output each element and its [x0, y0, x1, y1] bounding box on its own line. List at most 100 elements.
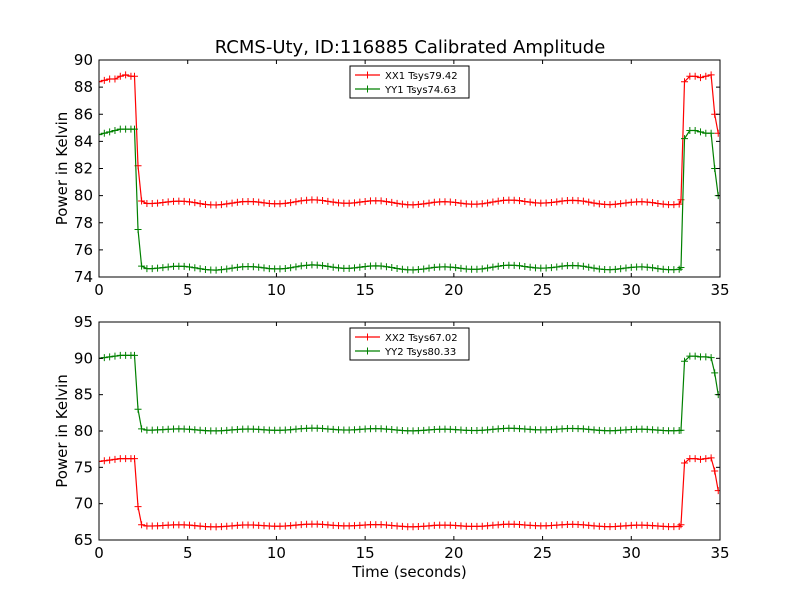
data-point-0-0 [99, 458, 103, 466]
plot-area [99, 351, 720, 531]
data-point-1-76 [494, 262, 502, 270]
y-tick-label: 88 [74, 78, 93, 96]
data-point-0-81 [521, 197, 529, 205]
data-point-1-80 [516, 262, 524, 270]
data-point-0-63 [425, 199, 433, 207]
data-point-1-81 [521, 263, 529, 271]
data-point-0-82 [526, 198, 534, 206]
data-point-1-9 [138, 262, 146, 270]
data-point-0-57 [393, 199, 401, 207]
data-point-1-44 [324, 262, 332, 270]
y-axis-label: Power in Kelvin [53, 374, 71, 488]
data-point-1-38 [292, 425, 300, 433]
data-point-0-110 [675, 522, 683, 530]
data-point-0-68 [452, 199, 460, 207]
data-point-0-55 [382, 198, 390, 206]
x-tick-label: 20 [444, 544, 463, 562]
data-point-1-7 [130, 351, 138, 359]
data-point-0-76 [494, 197, 502, 205]
data-point-0-114 [691, 72, 699, 80]
data-point-1-110 [675, 265, 683, 273]
data-point-1-93 [585, 263, 593, 271]
data-point-0-93 [585, 198, 593, 206]
data-point-1-105 [649, 264, 657, 272]
legend-marker-0 [364, 333, 371, 341]
data-point-1-100 [622, 264, 630, 272]
data-point-0-74 [484, 199, 492, 207]
data-point-1-95 [595, 265, 603, 273]
panel-bottom: 0 5 10 15 20 25 30 35 65 70 75 80 85 90 95 Power in Kel… [53, 313, 730, 581]
data-point-0-116 [702, 455, 710, 463]
data-point-1-58 [398, 265, 406, 273]
legend-marker-0 [364, 71, 371, 79]
data-point-1-1 [100, 354, 108, 362]
data-point-1-3 [111, 352, 119, 360]
data-point-1-88 [558, 262, 566, 270]
data-point-0-12 [154, 199, 162, 207]
data-point-1-67 [446, 263, 454, 271]
y-tick-label: 85 [74, 386, 93, 404]
y-axis-label: Power in Kelvin [53, 112, 71, 226]
y-tick-label: 65 [74, 531, 93, 549]
panel-top: 0 5 10 15 20 25 30 35 74 76 78 80 82 84 86 88 90 Power in… [53, 51, 730, 299]
legend: XX1 Tsys79.42 YY1 Tsys74.63 [349, 65, 470, 99]
data-point-1-31 [255, 263, 263, 271]
y-tick-label: 75 [74, 458, 93, 476]
data-point-1-99 [617, 265, 625, 273]
data-point-0-4 [116, 72, 124, 80]
chart-title: RCMS-Uty, ID:116885 Calibrated Amplitude [215, 37, 606, 58]
data-point-0-58 [398, 200, 406, 208]
data-point-0-25 [223, 200, 231, 208]
data-point-0-117 [707, 71, 715, 79]
data-point-0-7 [130, 72, 138, 80]
data-point-0-92 [579, 521, 587, 529]
data-point-1-12 [154, 264, 162, 272]
data-point-1-98 [611, 265, 619, 273]
y-tick-label: 70 [74, 495, 93, 513]
data-point-1-57 [393, 264, 401, 272]
data-point-1-14 [164, 263, 172, 271]
data-point-1-56 [388, 264, 396, 272]
data-point-0-1 [100, 76, 108, 84]
y-tick-label: 78 [74, 214, 93, 232]
data-point-1-20 [196, 265, 204, 273]
data-point-1-54 [377, 262, 385, 270]
data-point-0-112 [681, 78, 689, 86]
x-axis-label: Time (seconds) [351, 563, 467, 581]
data-point-0-19 [191, 522, 199, 530]
data-point-1-36 [281, 264, 289, 272]
data-point-1-38 [292, 263, 300, 271]
legend-box [349, 327, 470, 361]
data-point-1-55 [382, 263, 390, 271]
data-point-0-17 [180, 197, 188, 205]
data-point-1-25 [223, 265, 231, 273]
data-point-0-5 [122, 71, 130, 79]
data-point-1-1 [100, 129, 108, 137]
data-point-1-69 [457, 264, 465, 272]
data-point-0-49 [350, 199, 358, 207]
x-tick-label: 0 [94, 544, 104, 562]
data-point-1-2 [106, 128, 114, 136]
data-point-0-99 [617, 200, 625, 208]
y-tick-label: 95 [74, 313, 93, 331]
data-point-0-9 [138, 197, 146, 205]
data-point-1-86 [547, 264, 555, 272]
data-point-0-26 [228, 199, 236, 207]
legend-label-1: YY2 Tsys80.33 [384, 347, 456, 358]
data-point-0-119 [714, 129, 720, 137]
data-point-1-37 [287, 264, 295, 272]
data-point-0-19 [191, 199, 199, 207]
data-point-0-42 [313, 196, 321, 204]
data-point-0-54 [377, 197, 385, 205]
data-point-0-73 [478, 200, 486, 208]
data-point-0-39 [297, 197, 305, 205]
data-point-1-27 [233, 263, 241, 271]
data-point-0-27 [233, 198, 241, 206]
data-point-0-94 [590, 199, 598, 207]
data-point-1-37 [287, 426, 295, 434]
data-point-0-105 [649, 199, 657, 207]
data-point-0-37 [287, 522, 295, 530]
data-point-0-7 [130, 455, 138, 463]
data-point-1-30 [249, 263, 257, 271]
data-point-0-67 [446, 198, 454, 206]
